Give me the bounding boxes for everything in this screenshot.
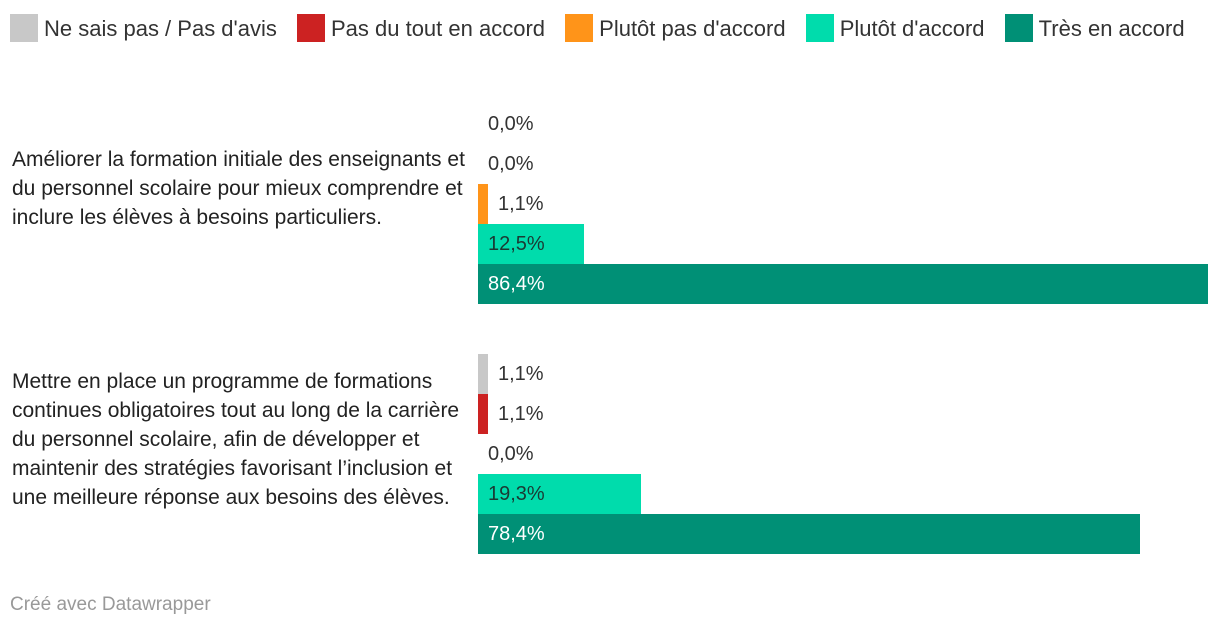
legend-swatch-2: [296, 14, 325, 42]
bar-g2-s4: [478, 474, 641, 514]
bar-g1-s4: [478, 224, 584, 264]
bar-label-g2-s4: 19,3%: [488, 483, 545, 505]
legend-item-1: Ne sais pas / Pas d'avis: [10, 14, 277, 42]
legend-swatch-3: [565, 14, 594, 42]
bar-label-g2-s3: 0,0%: [488, 443, 534, 465]
legend-label-1: Ne sais pas / Pas d'avis: [44, 16, 277, 41]
legend-item-3: Plutôt pas d'accord: [565, 14, 786, 42]
bar-label-g1-s1: 0,0%: [488, 113, 534, 135]
group-label-2: Mettre en place un programme de formatio…: [12, 370, 460, 509]
bar-label-g2-s1: 1,1%: [498, 363, 544, 385]
bar-label-g2-s5: 78,4%: [488, 523, 545, 545]
legend-swatch-1: [10, 14, 38, 42]
group-label-1: Améliorer la formation initiale des ense…: [12, 148, 465, 229]
legend-label-5: Très en accord: [1038, 16, 1185, 41]
legend-item-4: Plutôt d'accord: [805, 14, 985, 42]
bar-label-g1-s5: 86,4%: [488, 273, 545, 295]
bar-g2-s1: [478, 354, 488, 394]
credit-footer: Créé avec Datawrapper: [10, 594, 211, 615]
bar-g1-s5: [478, 264, 1208, 304]
legend-item-2: Pas du tout en accord: [296, 14, 546, 42]
legend-item-5: Très en accord: [1004, 14, 1185, 42]
bar-g2-s2: [478, 394, 488, 434]
legend-label-2: Pas du tout en accord: [330, 16, 546, 41]
bar-label-g1-s2: 0,0%: [488, 153, 534, 175]
legend: Ne sais pas / Pas d'avis Pas du tout en …: [10, 12, 1210, 45]
legend-swatch-4: [805, 14, 834, 42]
bar-g1-s3: [478, 184, 488, 224]
legend-label-3: Plutôt pas d'accord: [599, 16, 786, 41]
bar-label-g1-s4: 12,5%: [488, 233, 545, 255]
legend-label-4: Plutôt d'accord: [839, 16, 985, 41]
bar-label-g1-s3: 1,1%: [498, 193, 544, 215]
legend-swatch-5: [1004, 14, 1033, 42]
bar-label-g2-s2: 1,1%: [498, 403, 544, 425]
bar-g2-s5: [478, 514, 1140, 554]
